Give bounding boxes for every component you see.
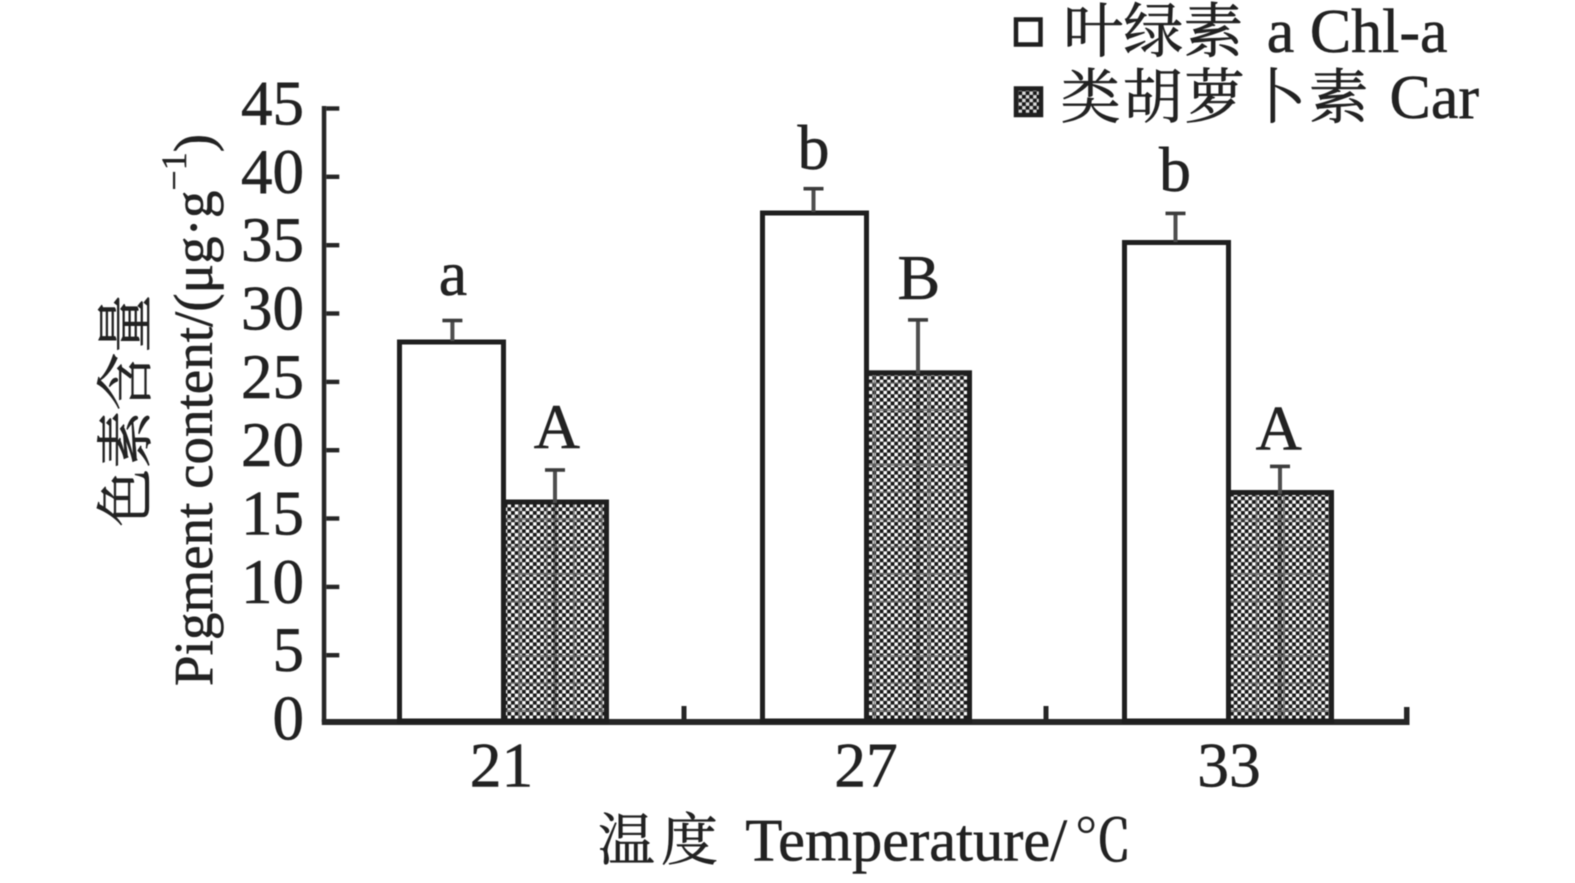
svg-text:−1: −1 [154,152,194,190]
svg-text:b: b [1159,134,1191,205]
svg-text:35: 35 [241,205,304,275]
svg-text:A: A [1256,392,1302,463]
svg-text:): ) [163,134,224,152]
svg-text:A: A [534,391,580,462]
svg-text:Car: Car [1390,64,1480,132]
svg-text:5: 5 [273,615,305,685]
svg-text:a Chl-a: a Chl-a [1267,0,1448,66]
svg-text:25: 25 [241,342,304,412]
svg-text:45: 45 [241,69,304,139]
svg-text:20: 20 [241,410,304,480]
svg-text:40: 40 [241,137,304,207]
svg-text:33: 33 [1197,730,1261,801]
svg-text:b: b [798,112,830,183]
svg-text:15: 15 [241,479,304,549]
svg-text:21: 21 [470,730,534,801]
svg-text:0: 0 [273,684,305,754]
svg-text:Pigment content/(μg·g: Pigment content/(μg·g [163,191,224,686]
svg-text:B: B [898,242,941,313]
svg-text:27: 27 [834,730,898,801]
svg-text:30: 30 [241,274,304,344]
svg-text:Temperature/: Temperature/ [745,808,1067,875]
svg-text:10: 10 [241,547,304,617]
svg-text:a: a [439,238,467,309]
